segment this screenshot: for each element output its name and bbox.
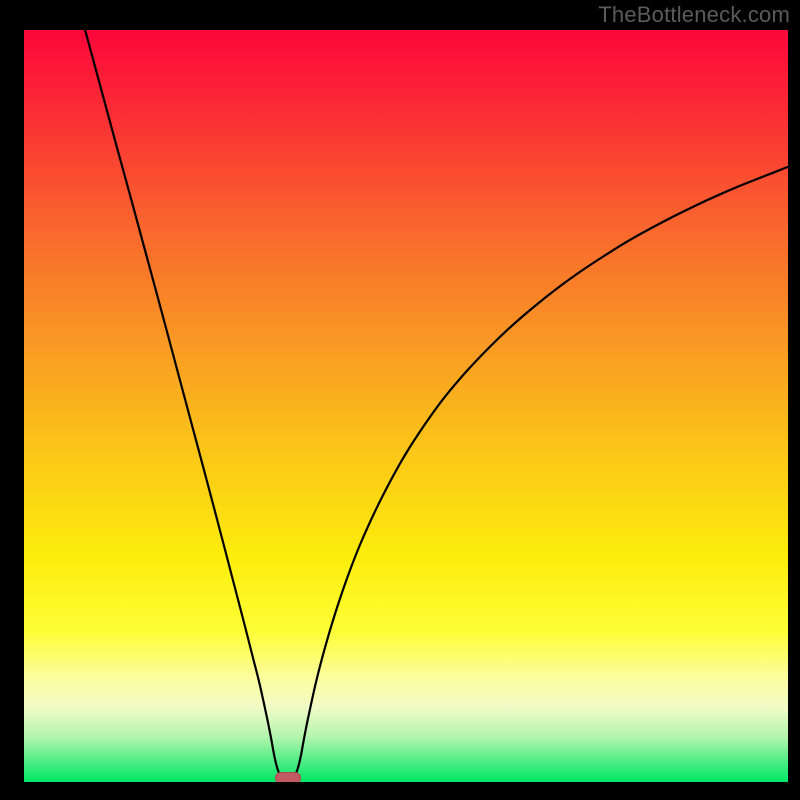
bottleneck-curve xyxy=(24,30,788,782)
frame-right xyxy=(788,0,800,800)
plot-area xyxy=(24,30,788,782)
watermark-text: TheBottleneck.com xyxy=(598,2,790,28)
optimum-marker xyxy=(275,772,301,782)
chart-container: { "watermark": { "text": "TheBottleneck.… xyxy=(0,0,800,800)
frame-left xyxy=(0,0,24,800)
frame-bottom xyxy=(0,782,800,800)
